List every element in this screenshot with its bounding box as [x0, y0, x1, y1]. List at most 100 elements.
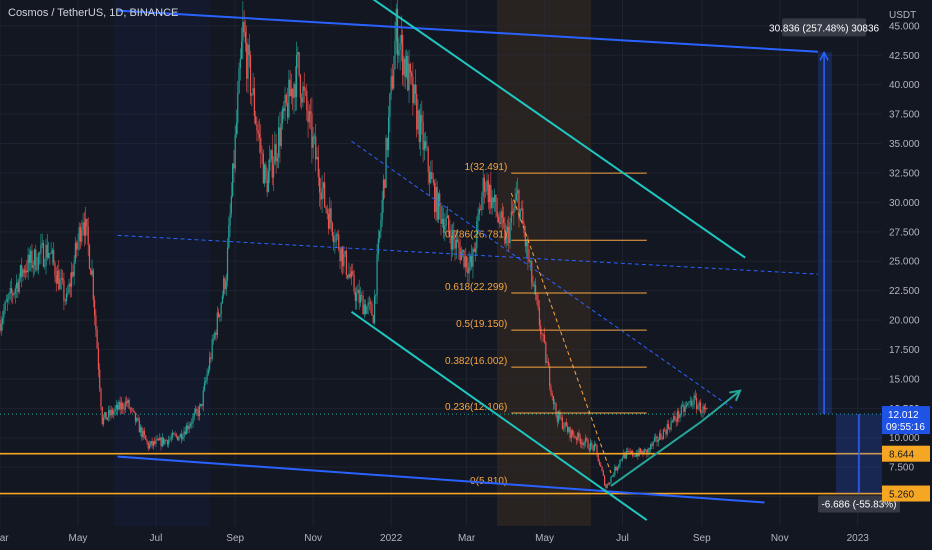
trendline-fib-decline-dashed[interactable] — [510, 192, 612, 474]
candle-body — [312, 136, 314, 148]
candle-body — [600, 464, 602, 467]
y-tick-label: 45.000 — [889, 21, 920, 32]
fib-level-label: 0.786(26.781) — [445, 229, 507, 240]
candle-body — [604, 475, 606, 486]
candle-body — [62, 278, 64, 281]
candle-body — [88, 244, 91, 269]
candle-body — [240, 41, 243, 59]
fib-level-label: 0.618(22.299) — [445, 282, 507, 293]
candle-body — [439, 193, 441, 207]
candle-body — [517, 190, 519, 194]
candle-body — [334, 241, 336, 243]
candle-body — [563, 427, 565, 429]
x-tick-label: Nov — [771, 533, 789, 544]
candle-body — [106, 417, 108, 420]
candle-body — [531, 261, 533, 283]
candle-body — [653, 437, 656, 442]
candle-body — [614, 466, 616, 476]
candle-body — [699, 402, 702, 413]
candle-body — [353, 274, 355, 292]
candle-body — [160, 437, 162, 447]
candle-body — [676, 411, 679, 422]
candle-body — [559, 411, 561, 419]
candle-body — [651, 444, 653, 446]
candle-body — [402, 34, 404, 76]
candle-body — [665, 430, 667, 435]
x-tick-label: May — [535, 533, 554, 544]
candle-countdown: 09:55:16 — [886, 422, 925, 433]
candle-body — [436, 186, 438, 220]
y-tick-label: 32.500 — [889, 168, 920, 179]
candle-body — [9, 287, 11, 294]
candle-body — [267, 171, 270, 193]
trendline-lower-channel[interactable] — [117, 455, 765, 504]
candle-body — [660, 433, 662, 439]
candle-body — [235, 123, 238, 135]
candle-body — [630, 450, 633, 454]
candle-body — [189, 424, 192, 427]
candle-body — [86, 218, 88, 227]
candle-body — [321, 187, 323, 200]
candle-body — [391, 76, 394, 89]
candle-body — [606, 483, 608, 488]
fib-level-label: 0.5(19.150) — [456, 319, 507, 330]
measure-upside-box[interactable] — [818, 52, 832, 415]
trendline-teal-lower[interactable] — [350, 311, 648, 521]
candle-body — [387, 116, 390, 151]
candle-body — [656, 436, 658, 442]
candle-body — [455, 239, 457, 249]
candle-body — [399, 43, 401, 51]
time-axis[interactable]: Mar May Jul Sep Nov 2022 Mar May Jul Sep Nov 2023 — [0, 533, 869, 544]
candle-body — [101, 406, 103, 425]
candle-body — [437, 193, 440, 220]
candle-body — [542, 334, 544, 336]
candle-body — [313, 136, 316, 138]
candle-body — [591, 442, 593, 446]
candle-body — [87, 226, 89, 245]
trendline-rising-support[interactable] — [610, 420, 703, 487]
candle-body — [432, 179, 434, 183]
candle-body — [454, 239, 456, 249]
candle-body — [703, 406, 705, 410]
candle-body — [394, 41, 396, 70]
candle-body — [687, 403, 689, 405]
candle-body — [497, 216, 500, 223]
candle-body — [427, 147, 429, 172]
candle-body — [27, 254, 29, 273]
candle-body — [243, 22, 245, 32]
candle-body — [689, 400, 691, 402]
candle-body — [171, 433, 174, 438]
candle-body — [271, 150, 273, 178]
candle-body — [47, 252, 50, 258]
candle-body — [471, 256, 473, 267]
candle-body — [186, 425, 188, 435]
candle-body — [0, 323, 2, 331]
trendline-mid-dashed[interactable] — [117, 234, 819, 275]
candle-body — [382, 179, 385, 201]
candle-body — [666, 424, 668, 435]
candle-body — [495, 194, 497, 212]
candle-body — [593, 444, 595, 451]
candle-body — [191, 423, 193, 425]
trendline-teal-upper[interactable] — [344, 0, 746, 259]
candle-body — [545, 342, 547, 363]
candle-body — [214, 332, 216, 339]
candle-body — [178, 437, 180, 441]
candle-body — [464, 256, 466, 268]
candle-body — [472, 248, 474, 267]
candle-body — [320, 192, 322, 200]
candle-body — [492, 197, 495, 203]
trendline-arrow-up[interactable] — [701, 389, 741, 423]
trendline-upper-channel[interactable] — [117, 9, 819, 53]
candle-body — [694, 395, 696, 398]
candle-body — [634, 455, 636, 457]
candle-body — [174, 434, 176, 436]
candle-body — [480, 209, 482, 211]
price-axis[interactable]: 5.0007.50010.00012.50015.00017.50020.000… — [882, 21, 930, 503]
candle-body — [662, 429, 665, 440]
trendline-diag-dashed[interactable] — [351, 140, 733, 409]
candle-body — [421, 115, 423, 123]
candle-body — [482, 177, 484, 197]
candle-body — [251, 94, 253, 96]
